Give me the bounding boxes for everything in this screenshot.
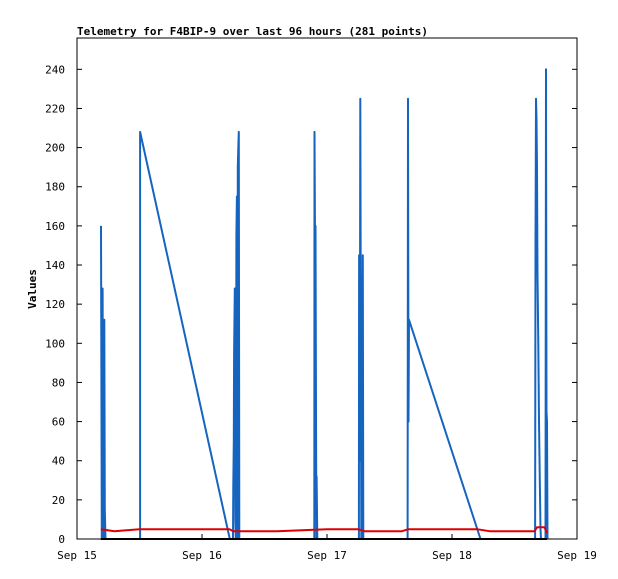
x-tick-label: Sep 16 <box>182 549 222 562</box>
x-tick-label: Sep 18 <box>432 549 472 562</box>
chart-title: Telemetry for F4BIP-9 over last 96 hours… <box>77 25 428 38</box>
x-tick-label: Sep 15 <box>57 549 97 562</box>
y-tick-label: 140 <box>45 259 65 272</box>
x-tick-label: Sep 19 <box>557 549 597 562</box>
y-tick-label: 100 <box>45 337 65 350</box>
y-tick-label: 40 <box>52 455 65 468</box>
series-line-1 <box>100 526 548 534</box>
y-tick-label: 220 <box>45 102 65 115</box>
y-tick-label: 60 <box>52 416 65 429</box>
y-tick-label: 20 <box>52 494 65 507</box>
plot-frame <box>76 37 578 540</box>
y-axis-title: Values <box>26 269 39 309</box>
axis-layer: 0 20 40 60 80 100 120 140 160 180 200 220 240 Sep 15 S… <box>45 63 597 562</box>
y-tick-label: 240 <box>45 63 65 76</box>
y-tick-label: 80 <box>52 376 65 389</box>
y-tick-label: 0 <box>58 533 65 546</box>
x-tick-label: Sep 17 <box>307 549 347 562</box>
y-tick-label: 200 <box>45 142 65 155</box>
y-tick-label: 120 <box>45 298 65 311</box>
y-tick-label: 180 <box>45 181 65 194</box>
series-line-0 <box>100 68 549 540</box>
y-tick-label: 160 <box>45 220 65 233</box>
